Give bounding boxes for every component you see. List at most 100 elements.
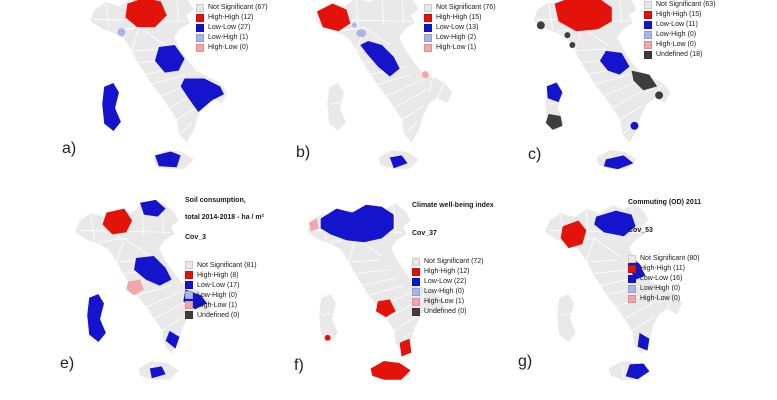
legend-item: High-High (8) (185, 271, 264, 280)
legend-item: Low-Low (22) (412, 277, 494, 286)
ll-cluster-central (599, 50, 630, 75)
ll-cluster-sardinia (86, 292, 107, 344)
legend-label: High-High (12) (208, 14, 254, 21)
low-high-swatch (185, 291, 193, 299)
legend-item: Low-High (2) (424, 33, 496, 42)
legend-item: High-High (12) (412, 267, 494, 276)
legend-item: Undefined (0) (412, 307, 494, 316)
legend-label: Low-Low (22) (424, 278, 467, 285)
undefined-cluster (569, 42, 576, 48)
legend-label: Low-High (1) (208, 34, 249, 41)
legend-label: Not Significant (81) (197, 261, 257, 269)
legend-label: Not Significant (76) (436, 4, 496, 11)
ll-cluster-central (154, 45, 185, 73)
legend-label: High-High (12) (424, 268, 470, 275)
hh-cluster-south-sardinia (324, 334, 331, 341)
undefined-swatch (412, 307, 420, 316)
panel-g: Commuting (OD) 2011 Cov_53 Not Significa… (505, 185, 777, 400)
legend-item: Not Significant (81) (185, 261, 264, 270)
hh-cluster-lombardy (102, 208, 133, 235)
high-low-swatch (628, 294, 636, 303)
legend-label: Low-High (0) (424, 288, 465, 295)
low-high-swatch (628, 284, 636, 293)
italy-map-g (544, 202, 684, 381)
ll-cluster-northeast (594, 210, 636, 237)
panel-b: Not Significant (76) High-High (15) Low-… (275, 0, 505, 183)
hh-cluster-north (554, 0, 612, 32)
legend-item: Undefined (18) (644, 50, 716, 59)
legend-item: High-Low (1) (424, 43, 496, 52)
high-low-swatch (412, 297, 420, 306)
panel-title: Commuting (OD) 2011 Cov_53 (628, 190, 701, 244)
ll-cluster-north-sardinia (546, 82, 563, 103)
legend-item: High-High (12) (196, 13, 268, 22)
not-significant-swatch (424, 3, 432, 12)
legend-item: Not Significant (63) (644, 0, 716, 9)
not-significant-swatch (185, 261, 193, 269)
legend-label: High-Low (1) (436, 44, 477, 51)
undefined-cluster (631, 70, 658, 91)
high-high-swatch (628, 264, 636, 273)
legend-item: Low-High (0) (644, 30, 716, 39)
legend-item: Low-Low (11) (644, 20, 716, 29)
hl-cluster-aosta (308, 218, 319, 232)
sardinia (556, 292, 577, 344)
low-low-swatch (412, 277, 420, 286)
legend-e: Soil consumption, total 2014-2018 - ha /… (185, 188, 264, 321)
legend-item: Low-High (0) (628, 284, 701, 293)
panel-letter-e: e) (60, 355, 75, 372)
hh-cluster-calabria (399, 338, 412, 357)
legend-b: Not Significant (76) High-High (15) Low-… (424, 3, 496, 53)
legend-item: Low-High (0) (185, 291, 264, 300)
legend-label: High-High (8) (197, 271, 239, 279)
panel-subtitle: Cov_53 (628, 227, 653, 234)
high-low-swatch (185, 301, 193, 309)
panel-a: Not Significant (67) High-High (12) Low-… (40, 0, 275, 183)
undefined-cluster (655, 91, 664, 100)
hh-cluster-campania (375, 299, 396, 318)
legend-item: High-Low (1) (412, 297, 494, 306)
legend-label: High-Low (0) (640, 295, 681, 302)
not-significant-swatch (196, 3, 204, 12)
legend-item: Low-High (0) (412, 287, 494, 296)
legend-item: Low-Low (16) (628, 274, 701, 283)
panel-title-line1: Climate well-being index (412, 201, 494, 209)
ll-cluster-sicily (149, 366, 166, 379)
italy-map-a (89, 0, 229, 170)
lh-cluster (356, 29, 367, 38)
hh-cluster-sicily (369, 359, 412, 381)
panel-letter-c: c) (528, 146, 542, 163)
hh-cluster-northwest (316, 3, 351, 32)
legend-item: Undefined (0) (185, 311, 264, 320)
high-high-swatch (644, 10, 652, 19)
ll-cluster-central (360, 41, 400, 77)
hl-cluster-rome (126, 279, 144, 296)
legend-label: High-Low (1) (197, 301, 238, 309)
legend-item: Low-Low (17) (185, 281, 264, 290)
legend-c: Not Significant (63) High-High (15) Low-… (644, 0, 716, 60)
ll-cluster-sicily (389, 155, 408, 169)
italy-map-b (314, 0, 454, 170)
legend-item: Not Significant (80) (628, 254, 701, 263)
undefined-cluster-south-sardinia (545, 114, 563, 130)
legend-label: Low-High (2) (436, 34, 477, 41)
ll-cluster-northeast (139, 199, 166, 217)
legend-label: Low-Low (27) (208, 24, 251, 31)
undefined-cluster (564, 32, 571, 39)
panel-title-line1: Commuting (OD) 2011 (628, 198, 702, 206)
legend-item: High-Low (0) (644, 40, 716, 49)
low-high-swatch (424, 33, 432, 42)
legend-item: High-High (11) (628, 264, 701, 273)
hl-cluster (421, 71, 429, 79)
italy-map-c (532, 0, 672, 170)
ll-cluster-central (134, 256, 172, 286)
panel-title: Climate well-being index Cov_37 (412, 193, 494, 247)
high-low-swatch (424, 43, 432, 52)
legend-item: High-High (15) (644, 10, 716, 19)
low-low-swatch (628, 274, 636, 283)
panel-c: Not Significant (63) High-High (15) Low-… (505, 0, 777, 183)
ll-cluster-east-sicily (625, 363, 650, 380)
legend-label: Low-Low (17) (197, 281, 240, 289)
panel-f: Climate well-being index Cov_37 Not Sign… (275, 185, 505, 400)
